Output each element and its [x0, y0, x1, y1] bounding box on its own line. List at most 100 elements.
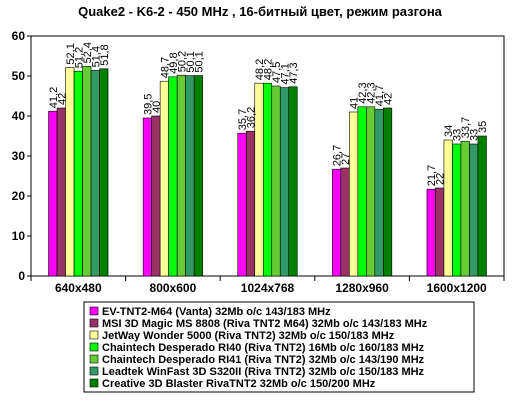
- data-label: 34: [443, 125, 455, 137]
- data-label: 52,1: [65, 43, 77, 64]
- data-label: 33: [469, 129, 481, 141]
- legend: EV-TNT2-M64 (Vanta) 32Mb o/c 143/183 MHz…: [83, 301, 475, 393]
- legend-label: MSI 3D Magic MS 8808 (Riva TNT2 M64) 32M…: [102, 318, 428, 330]
- legend-swatch: [89, 306, 99, 316]
- bar: [477, 135, 487, 277]
- bar: [142, 117, 152, 277]
- legend-box: [83, 301, 475, 393]
- data-label: 50,1: [193, 51, 205, 72]
- bar: [383, 107, 393, 277]
- data-label: 42: [56, 93, 68, 105]
- data-label: 48,7: [159, 57, 171, 78]
- chart-title: Quake2 - K6-2 - 450 MHz , 16-битный цвет…: [78, 4, 443, 19]
- x-tick-label: 1280x960: [335, 281, 389, 295]
- data-label: 51,8: [99, 44, 111, 65]
- legend-label: JetWay Wonder 5000 (Riva TNT2) 32Mb o/c …: [102, 330, 395, 342]
- x-tick-label: 640x480: [55, 281, 102, 295]
- y-tick-label: 30: [12, 149, 26, 163]
- y-tick-label: 50: [12, 69, 26, 83]
- data-label: 52,4: [82, 42, 94, 63]
- data-label: 51,4: [90, 46, 102, 67]
- data-label: 26,7: [332, 145, 344, 166]
- data-labels: 41,24252,151,252,451,451,839,54048,749,8…: [48, 42, 489, 186]
- data-label: 48,2: [254, 59, 266, 80]
- x-axis: 640x480 800x600 1024x768 1280x960 1600x1200: [30, 276, 505, 295]
- bar: [90, 70, 100, 277]
- data-label: 41,2: [48, 87, 60, 108]
- bar: [357, 106, 367, 277]
- data-label: 42,3: [357, 82, 369, 103]
- bar: [340, 167, 350, 277]
- data-label: 35: [477, 121, 489, 133]
- bar: [73, 70, 83, 277]
- data-label: 27: [340, 153, 352, 165]
- bar: [82, 66, 92, 277]
- y-tick-label: 60: [12, 29, 26, 43]
- x-tick-label: 1600x1200: [427, 281, 487, 295]
- data-label: 40: [151, 101, 163, 113]
- bar: [279, 87, 290, 277]
- bar: [245, 130, 256, 277]
- legend-swatch: [89, 378, 99, 388]
- data-label: 47,3: [288, 62, 300, 83]
- y-tick-label: 10: [12, 229, 26, 243]
- bar: [48, 110, 58, 277]
- data-label: 36,2: [246, 107, 258, 128]
- bar: [271, 85, 281, 277]
- bar: [443, 139, 453, 277]
- bar: [262, 82, 273, 277]
- data-label: 21,7: [426, 165, 438, 186]
- legend-label: Chaintech Desperado RI41 (Riva TNT2) 32M…: [102, 354, 425, 366]
- legend-swatch: [89, 354, 99, 364]
- bar: [185, 75, 195, 277]
- data-label: 48,2: [263, 59, 275, 80]
- data-label: 41: [349, 97, 361, 109]
- bar: [460, 140, 470, 277]
- data-label: 49,8: [168, 52, 180, 73]
- bar: [435, 187, 445, 277]
- bars: [48, 66, 487, 277]
- legend-label: EV-TNT2-M64 (Vanta) 32Mb o/c 143/183 MHz: [102, 306, 331, 318]
- bar: [168, 76, 178, 277]
- bar: [237, 132, 247, 277]
- bar: [151, 115, 161, 277]
- data-label: 33: [452, 129, 464, 141]
- bar: [99, 68, 109, 277]
- legend-swatch: [89, 330, 99, 340]
- data-label: 47,1: [280, 63, 292, 84]
- data-label: 33,7: [460, 117, 472, 138]
- x-tick-label: 1024x768: [241, 281, 295, 295]
- data-label: 50,2: [176, 51, 188, 72]
- legend-label: Creative 3D Blaster RivaTNT2 32Mb o/c 15…: [102, 378, 376, 390]
- data-label: 35,7: [237, 109, 249, 130]
- legend-label: Leadtek WinFast 3D S320II (Riva TNT2) 32…: [102, 366, 425, 378]
- bar: [56, 107, 66, 277]
- y-tick-label: 0: [18, 269, 25, 283]
- x-tick-label: 800x600: [150, 281, 197, 295]
- data-label: 41,7: [374, 85, 386, 106]
- bar: [193, 75, 203, 277]
- bar: [349, 111, 359, 277]
- legend-swatch: [89, 366, 99, 376]
- legend-label: Chaintech Desperado RI40 (Riva TNT2) 16M…: [102, 342, 425, 354]
- data-label: 47,5: [271, 62, 283, 83]
- bar: [469, 143, 479, 277]
- legend-swatch: [89, 318, 99, 328]
- legend-swatch: [89, 342, 99, 352]
- data-label: 22: [435, 173, 447, 185]
- data-label: 51,2: [73, 47, 85, 68]
- data-label: 50,1: [185, 51, 197, 72]
- bar: [366, 106, 376, 277]
- data-label: 39,5: [142, 94, 154, 115]
- data-label: 42,3: [366, 82, 378, 103]
- bar: [374, 108, 384, 277]
- bar: [426, 188, 436, 277]
- y-tick-label: 20: [12, 189, 26, 203]
- bar: [176, 74, 186, 277]
- bar: [288, 86, 298, 277]
- bar: [452, 143, 462, 277]
- y-tick-label: 40: [12, 109, 26, 123]
- bar: [332, 168, 342, 277]
- data-label: 42: [383, 93, 395, 105]
